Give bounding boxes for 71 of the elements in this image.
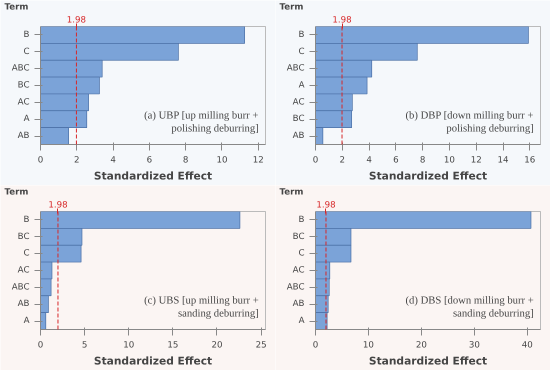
x-tick-label: 6 xyxy=(146,156,152,166)
y-axis-title: Term xyxy=(4,188,28,198)
x-tick-label: 8 xyxy=(182,156,188,166)
annotation: (a) UBP [up milling burr + polishing deburring] xyxy=(144,110,259,135)
y-tick-label: C xyxy=(23,248,30,259)
x-tick-label: 10 xyxy=(362,340,374,350)
x-tick-label: 30 xyxy=(468,340,480,350)
x-tick-label: 15 xyxy=(167,340,178,350)
annotation: (b) DBP [down milling burr + polishing deburring] xyxy=(405,110,534,135)
y-tick-label: B xyxy=(298,30,305,40)
x-tick-label: 12 xyxy=(470,156,482,166)
y-tick-label: BC xyxy=(292,114,305,124)
x-tick-label: 14 xyxy=(497,156,509,166)
y-axis-title: Term xyxy=(4,2,28,12)
y-tick-label: A xyxy=(298,316,305,326)
y-tick-label: A xyxy=(24,114,30,124)
x-axis-title: Standardized Effect xyxy=(94,354,212,368)
y-tick-label: AC xyxy=(292,266,305,276)
x-tick-label: 5 xyxy=(82,340,88,350)
y-tick-label: A xyxy=(24,316,30,326)
x-tick-label: 10 xyxy=(444,156,455,166)
y-tick-label: C xyxy=(298,248,305,259)
x-tick-label: 25 xyxy=(256,340,267,350)
y-tick-label: BC xyxy=(18,232,30,242)
x-tick-label: 0 xyxy=(38,340,44,350)
ref-line-label: 1.98 xyxy=(316,200,336,210)
x-tick-label: 10 xyxy=(216,156,228,166)
x-tick-label: 10 xyxy=(123,340,134,350)
y-tick-label: C xyxy=(23,46,30,57)
y-tick-label: ABC xyxy=(286,282,305,292)
y-tick-label: AC xyxy=(18,266,30,276)
y-tick-label: BC xyxy=(292,232,305,242)
x-axis-title: Standardized Effect xyxy=(368,354,488,368)
y-tick-label: B xyxy=(24,214,30,225)
y-tick-label: AB xyxy=(18,299,30,310)
y-tick-label: A xyxy=(298,80,305,90)
y-tick-label: AC xyxy=(292,97,305,108)
y-tick-label: AB xyxy=(292,299,305,310)
x-tick-label: 6 xyxy=(393,156,399,166)
y-tick-label: C xyxy=(298,46,305,57)
x-tick-label: 0 xyxy=(38,156,44,166)
x-tick-label: 12 xyxy=(252,156,264,166)
x-tick-label: 40 xyxy=(522,340,533,350)
ref-line-label: 1.98 xyxy=(66,16,86,26)
y-axis-title: Term xyxy=(280,188,304,198)
y-tick-label: AB xyxy=(18,131,30,142)
y-tick-label: BC xyxy=(18,80,30,90)
x-tick-label: 4 xyxy=(366,156,372,166)
x-axis-title: Standardized Effect xyxy=(94,170,212,182)
y-axis-title: Term xyxy=(280,2,304,12)
annotation: (d) DBS [down milling burr + sanding deburring] xyxy=(405,295,534,320)
ref-line-label: 1.98 xyxy=(48,200,68,210)
x-tick-label: 20 xyxy=(211,340,222,350)
y-tick-label: B xyxy=(298,214,305,225)
x-tick-label: 8 xyxy=(420,156,426,166)
x-tick-label: 0 xyxy=(312,156,318,166)
y-tick-label: AB xyxy=(292,131,305,142)
y-tick-label: ABC xyxy=(12,64,30,74)
x-tick-label: 4 xyxy=(110,156,116,166)
x-axis-title: Standardized Effect xyxy=(368,170,488,182)
x-tick-label: 2 xyxy=(74,156,80,166)
y-tick-label: AC xyxy=(18,97,30,108)
x-tick-label: 2 xyxy=(340,156,346,166)
x-tick-label: 20 xyxy=(416,340,427,350)
x-tick-label: 0 xyxy=(312,340,318,350)
ref-line-label: 1.98 xyxy=(332,16,352,26)
annotation: (c) UBS [up milling burr + sanding deburring] xyxy=(144,295,259,320)
y-tick-label: ABC xyxy=(286,64,305,74)
y-tick-label: B xyxy=(24,30,30,40)
y-tick-label: ABC xyxy=(12,282,30,292)
x-tick-label: 16 xyxy=(524,156,536,166)
